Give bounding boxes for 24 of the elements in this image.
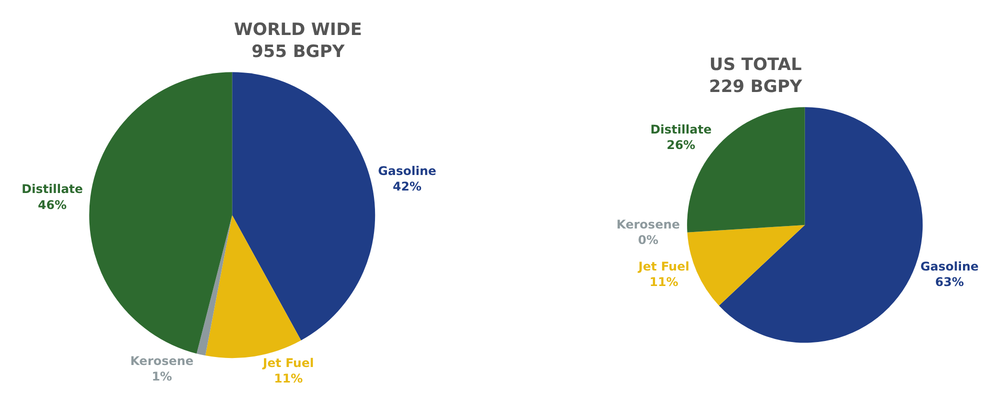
data-label: 1% — [152, 370, 172, 384]
pie-slice — [232, 72, 375, 340]
chart-title: WORLD WIDE 955 BGPY — [234, 20, 362, 62]
chart-title: US TOTAL 229 BGPY — [709, 55, 803, 98]
pie-slice — [687, 224, 805, 306]
data-label: 63% — [935, 274, 964, 289]
pie-slice — [89, 72, 232, 354]
slice-label: Kerosene — [130, 354, 194, 368]
category-label: Kerosene — [616, 218, 680, 232]
data-label: 11% — [274, 372, 303, 386]
data-label: 11% — [650, 274, 678, 289]
pie-slice — [196, 215, 232, 356]
data-label: 26% — [666, 138, 696, 152]
text: 0% — [638, 233, 658, 248]
slice-label: Jet Fuel — [262, 356, 314, 370]
pie-slice — [718, 107, 923, 343]
slice-label: Jet Fuel — [637, 259, 690, 274]
slice-label: Distillate — [650, 122, 712, 137]
pie-slice — [205, 215, 302, 358]
data-label: 42% — [392, 179, 422, 194]
slice-label: Gasoline — [920, 259, 979, 274]
slice-label: Distillate — [22, 182, 83, 196]
slice-label: Gasoline — [378, 164, 436, 178]
data-label: 46% — [38, 198, 67, 212]
